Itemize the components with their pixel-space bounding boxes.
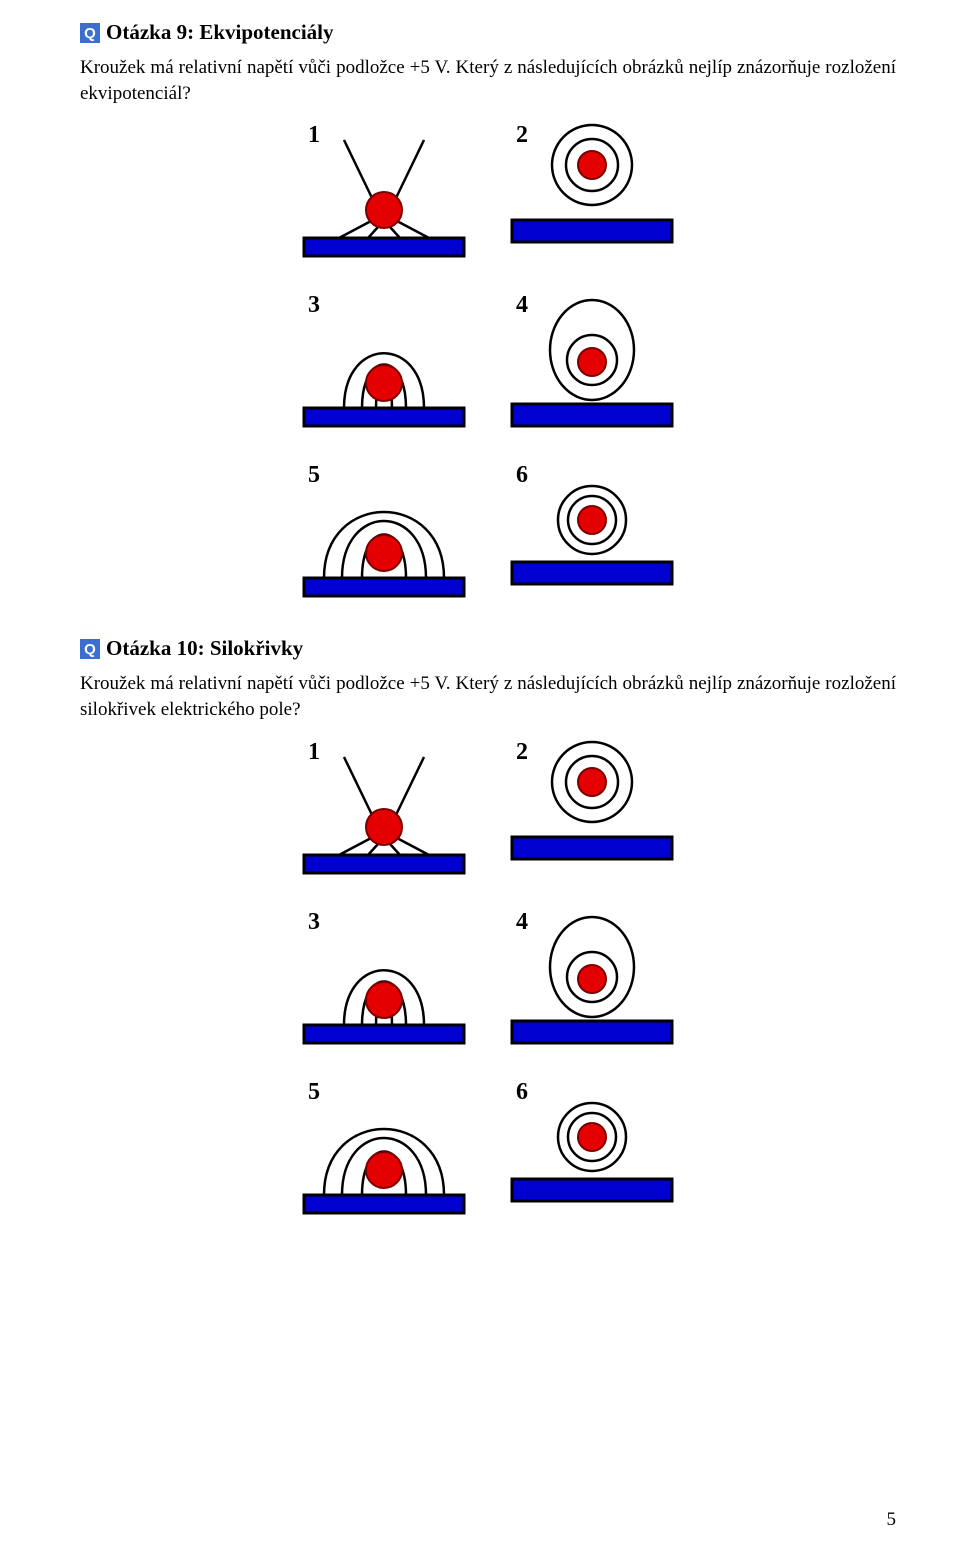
q-letter-icon: Q	[80, 639, 100, 659]
diagram-1: 1	[284, 727, 484, 897]
figure-row: 34	[284, 280, 692, 450]
svg-text:3: 3	[308, 292, 320, 318]
q10-title: Otázka 10: Silokřivky	[106, 636, 303, 661]
figure-row: 12	[284, 110, 692, 280]
q9-text: Kroužek má relativní napětí vůči podložc…	[80, 55, 896, 106]
diagram-4: 4	[492, 280, 692, 450]
figure-row: 56	[284, 450, 692, 620]
q10-figures: 123456	[80, 727, 896, 1237]
svg-text:1: 1	[308, 739, 320, 765]
svg-text:2: 2	[516, 739, 528, 765]
diagram-3: 3	[284, 280, 484, 450]
figure-row: 34	[284, 897, 692, 1067]
diagram-2: 2	[492, 727, 692, 897]
svg-text:5: 5	[308, 462, 320, 488]
figure-row: 12	[284, 727, 692, 897]
q10-heading: Q Otázka 10: Silokřivky	[80, 636, 896, 661]
diagram-6: 6	[492, 1067, 692, 1237]
q-letter-icon: Q	[80, 23, 100, 43]
figure-row: 56	[284, 1067, 692, 1237]
q9-heading: Q Otázka 9: Ekvipotenciály	[80, 20, 896, 45]
q9-figures: 123456	[80, 110, 896, 620]
svg-text:1: 1	[308, 122, 320, 148]
svg-text:6: 6	[516, 1079, 528, 1105]
diagram-5: 5	[284, 450, 484, 620]
svg-text:6: 6	[516, 462, 528, 488]
page-number: 5	[887, 1509, 897, 1531]
diagram-2: 2	[492, 110, 692, 280]
svg-text:3: 3	[308, 909, 320, 935]
svg-text:2: 2	[516, 122, 528, 148]
svg-text:4: 4	[516, 909, 528, 935]
diagram-1: 1	[284, 110, 484, 280]
diagram-4: 4	[492, 897, 692, 1067]
diagram-3: 3	[284, 897, 484, 1067]
svg-text:5: 5	[308, 1079, 320, 1105]
q9-title: Otázka 9: Ekvipotenciály	[106, 20, 334, 45]
svg-text:Q: Q	[84, 25, 96, 42]
page: Q Otázka 9: Ekvipotenciály Kroužek má re…	[0, 0, 960, 1551]
diagram-5: 5	[284, 1067, 484, 1237]
svg-text:Q: Q	[84, 641, 96, 658]
q10-text: Kroužek má relativní napětí vůči podložc…	[80, 671, 896, 722]
diagram-6: 6	[492, 450, 692, 620]
svg-text:4: 4	[516, 292, 528, 318]
